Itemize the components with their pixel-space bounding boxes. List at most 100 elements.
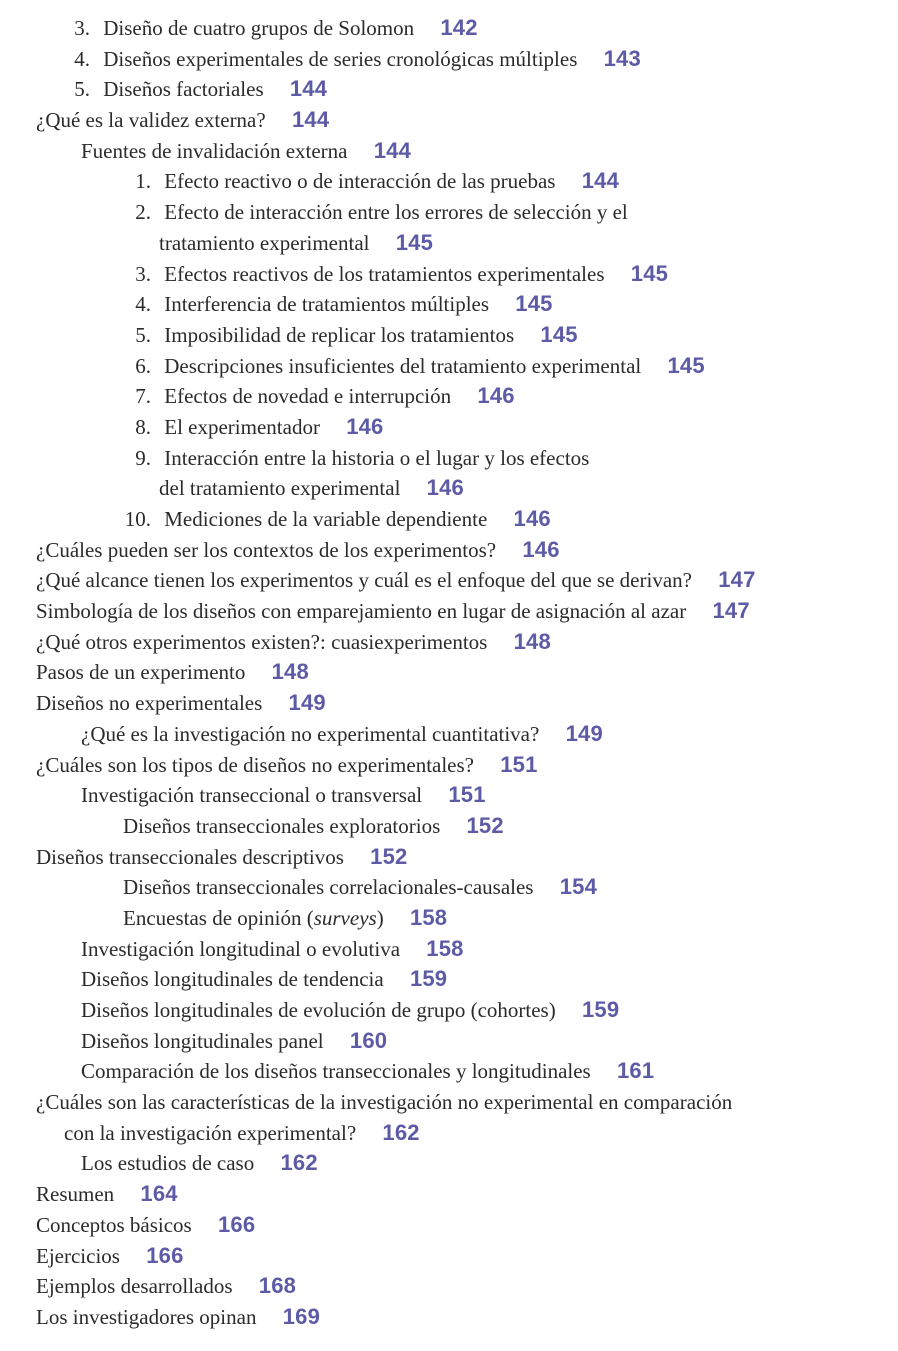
toc-entry: Fuentes de invalidación externa 144 <box>0 136 898 167</box>
toc-entry: Diseños transeccionales exploratorios 15… <box>0 811 898 842</box>
toc-entry-title: Comparación de los diseños transeccional… <box>81 1059 591 1084</box>
toc-entry: 1. Efecto reactivo o de interacción de l… <box>0 166 898 197</box>
toc-entry: Simbología de los diseños con emparejami… <box>0 596 898 627</box>
toc-entry-title: Imposibilidad de replicar los tratamient… <box>164 322 515 347</box>
toc-entry-title: Los estudios de caso <box>81 1151 255 1176</box>
toc-entry-list-number: 7. <box>135 384 151 409</box>
toc-entry-page-number: 162 <box>382 1119 420 1145</box>
toc-entry-page-number: 144 <box>289 76 328 102</box>
toc-entry: 5. Imposibilidad de replicar los tratami… <box>0 320 898 351</box>
toc-entry-list-number: 2. <box>135 200 151 225</box>
toc-entry-page-number: 158 <box>426 935 464 961</box>
toc-entry: 4. Interferencia de tratamientos múltipl… <box>0 289 898 320</box>
toc-entry-title: Diseños transeccionales descriptivos <box>36 844 344 869</box>
toc-entry-title: Efecto reactivo o de interacción de las … <box>164 169 556 194</box>
toc-entry-page-number: 149 <box>288 690 326 716</box>
toc-entry: 6. Descripciones insuficientes del trata… <box>0 351 898 382</box>
toc-entry-page-number: 146 <box>522 536 560 562</box>
toc-entry-list-number: 6. <box>135 353 151 378</box>
toc-entry-list-number: 3. <box>135 261 151 286</box>
toc-entry-list-number: 5. <box>74 77 90 102</box>
toc-entry-page-number: 144 <box>291 107 330 133</box>
toc-entry-title: Diseños transeccionales exploratorios <box>123 813 441 838</box>
toc-entry: 4. Diseños experimentales de series cron… <box>0 44 898 75</box>
toc-list: 3. Diseño de cuatro grupos de Solomon 14… <box>0 13 898 1333</box>
toc-entry: Investigación transeccional o transversa… <box>0 780 898 811</box>
toc-entry: Diseños no experimentales 149 <box>0 688 898 719</box>
toc-entry: Diseños longitudinales de tendencia 159 <box>0 964 898 995</box>
toc-entry-page-number: 161 <box>616 1058 655 1084</box>
toc-entry-list-number: 1. <box>135 169 151 194</box>
toc-entry-page-number: 145 <box>515 291 553 317</box>
toc-entry-page-number: 146 <box>477 383 515 409</box>
toc-entry: Resumen 164 <box>0 1179 898 1210</box>
toc-entry: Comparación de los diseños transeccional… <box>0 1056 898 1087</box>
toc-entry-page-number: 145 <box>630 260 669 286</box>
toc-entry-title: Diseños longitudinales panel <box>81 1028 324 1053</box>
toc-entry-page-number: 143 <box>603 45 641 71</box>
toc-entry: ¿Cuáles pueden ser los contextos de los … <box>0 535 898 566</box>
toc-entry-title: Interacción entre la historia o el lugar… <box>164 445 590 470</box>
toc-entry-page-number: 154 <box>559 874 598 900</box>
toc-entry: Encuestas de opinión (surveys) 158 <box>0 903 898 934</box>
toc-entry-page-number: 159 <box>581 997 620 1022</box>
toc-entry-title: Simbología de los diseños con emparejami… <box>36 599 687 624</box>
toc-entry-list-number: 3. <box>74 16 90 40</box>
toc-entry-title: ¿Qué es la investigación no experimental… <box>81 721 540 746</box>
toc-entry-title: Fuentes de invalidación externa <box>81 138 348 163</box>
toc-entry: Los investigadores opinan 169 <box>0 1302 898 1333</box>
toc-entry: Ejemplos desarrollados 168 <box>0 1271 898 1302</box>
toc-entry-title: ¿Cuáles son las características de la in… <box>36 1090 733 1115</box>
toc-entry-title: Ejemplos desarrollados <box>36 1274 233 1299</box>
toc-entry-page-number: 148 <box>513 628 551 654</box>
toc-entry-page-number: 164 <box>140 1181 178 1207</box>
toc-entry-title: Diseños no experimentales <box>36 691 263 716</box>
toc-entry-title: ¿Qué otros experimentos existen?: cuasie… <box>36 629 488 654</box>
toc-entry-page-number: 147 <box>718 567 756 593</box>
toc-entry: Ejercicios 166 <box>0 1241 898 1272</box>
toc-entry-page-number: 151 <box>500 751 538 777</box>
toc-entry: ¿Cuáles son las características de la in… <box>0 1087 898 1118</box>
toc-entry-title: ¿Cuáles pueden ser los contextos de los … <box>36 537 497 562</box>
toc-entry: Los estudios de caso 162 <box>0 1148 898 1179</box>
toc-entry-title: ¿Cuáles son los tipos de diseños no expe… <box>36 752 474 777</box>
toc-entry: Conceptos básicos 166 <box>0 1210 898 1241</box>
toc-entry-page-number: 166 <box>217 1211 256 1237</box>
toc-entry-page-number: 158 <box>409 904 448 930</box>
toc-entry: Pasos de un experimento 148 <box>0 657 898 688</box>
toc-entry-title: Diseño de cuatro grupos de Solomon <box>103 16 415 40</box>
toc-entry-title: Los investigadores opinan <box>36 1304 257 1329</box>
toc-entry-title: Descripciones insuficientes del tratamie… <box>164 353 642 378</box>
toc-entry-title: tratamiento experimental <box>159 230 370 255</box>
toc-entry-title: Investigación transeccional o transversa… <box>81 783 423 808</box>
toc-entry: 3. Efectos reactivos de los tratamientos… <box>0 259 898 290</box>
toc-entry: 10. Mediciones de la variable dependient… <box>0 504 898 535</box>
toc-entry-title: Encuestas de opinión (surveys) <box>123 905 384 930</box>
toc-entry-list-number: 4. <box>74 46 90 71</box>
toc-entry-page-number: 162 <box>280 1150 318 1176</box>
toc-entry-title: Resumen <box>36 1182 115 1207</box>
toc-entry-title: Efecto de interacción entre los errores … <box>164 200 628 225</box>
toc-entry-page-number: 144 <box>373 137 412 163</box>
toc-entry: ¿Qué alcance tienen los experimentos y c… <box>0 565 898 596</box>
toc-entry-list-number: 9. <box>135 445 151 470</box>
toc-entry-page-number: 149 <box>565 720 603 746</box>
toc-entry: 3. Diseño de cuatro grupos de Solomon 14… <box>0 13 898 44</box>
toc-entry-page-number: 142 <box>440 15 478 40</box>
toc-entry: 8. El experimentador 146 <box>0 412 898 443</box>
toc-entry-page-number: 145 <box>540 321 578 347</box>
toc-entry-page-number: 160 <box>349 1027 388 1053</box>
toc-entry-page-number: 168 <box>258 1273 297 1299</box>
toc-entry-title: El experimentador <box>164 414 320 439</box>
toc-entry: Diseños transeccionales descriptivos 152 <box>0 842 898 873</box>
toc-entry-list-number: 10. <box>124 507 151 531</box>
toc-entry-title: ¿Qué es la validez externa? <box>36 108 266 133</box>
toc-entry-title: Interferencia de tratamientos múltiples <box>164 292 490 317</box>
toc-entry-page-number: 152 <box>370 843 408 869</box>
toc-entry: con la investigación experimental? 162 <box>0 1118 898 1149</box>
toc-entry-title: Efectos de novedad e interrupción <box>164 384 452 409</box>
toc-entry-title: Diseños factoriales <box>103 77 264 102</box>
toc-entry-page-number: 166 <box>146 1242 184 1268</box>
toc-entry: Diseños longitudinales panel 160 <box>0 1026 898 1057</box>
